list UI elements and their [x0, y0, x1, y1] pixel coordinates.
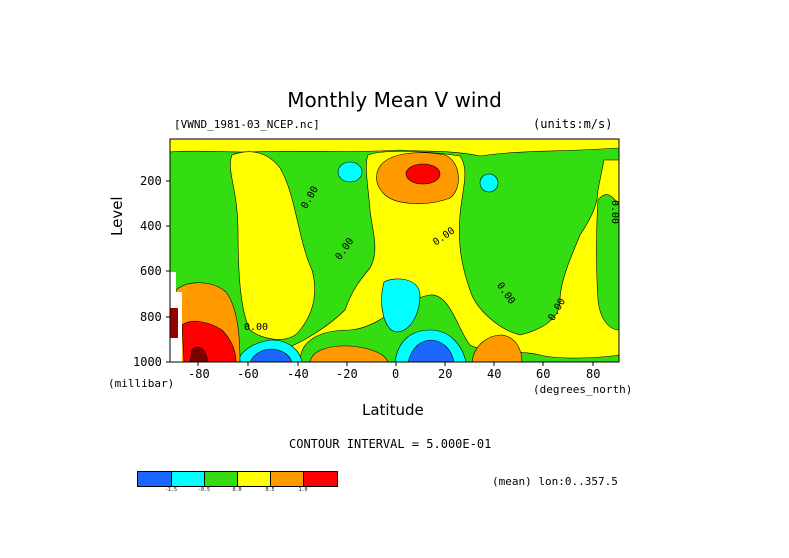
fill-yellow-top [170, 139, 619, 157]
x-tick-label: -40 [287, 367, 309, 381]
fill-cyan-upper-left [337, 161, 363, 183]
fill-cyan-upper-right [479, 173, 499, 193]
fill-cyan-mid [381, 278, 421, 333]
colorbar-tick: 1.0 [298, 487, 308, 493]
colorbar-swatch [171, 471, 206, 487]
contour-fills [170, 139, 619, 362]
colorbar-swatch [237, 471, 272, 487]
plot-frame [169, 138, 620, 363]
fill-red-jet [405, 163, 441, 185]
fill-yellow-center [170, 151, 619, 362]
axis-ticks [166, 180, 594, 366]
mean-longitude-note: (mean) lon:0..357.5 [492, 475, 618, 488]
x-tick-label: -20 [336, 367, 358, 381]
x-tick-label: 20 [438, 367, 453, 381]
colorbar-tick: 0.5 [265, 487, 275, 493]
y-tick-label: 200 [140, 174, 162, 188]
units-label: (units:m/s) [533, 117, 613, 131]
colorbar-tick: -1.5 [164, 487, 178, 493]
contour-label: 0.00 [609, 200, 620, 224]
fill-green-lower [299, 294, 619, 362]
x-tick-label: -60 [237, 367, 259, 381]
fill-dark-antarctic [189, 346, 209, 362]
fill-yellow-left [230, 151, 315, 340]
x-tick-label: 80 [586, 367, 601, 381]
colorbar-tick: 0.0 [232, 487, 242, 493]
y-tick-label: 400 [140, 219, 162, 233]
colorbar-swatch [137, 471, 173, 487]
x-axis-units: (degrees_north) [533, 383, 633, 396]
y-axis-units: (millibar) [108, 377, 175, 390]
contour-label: 0.00 [244, 322, 268, 333]
y-tick-label: 600 [140, 264, 162, 278]
y-tick-label: 1000 [133, 355, 162, 369]
x-tick-label: 0 [392, 367, 400, 381]
chart-title: Monthly Mean V wind [287, 88, 502, 112]
fill-blue-bottom-left [249, 348, 293, 362]
colorbar-swatch [204, 471, 239, 487]
colorbar-tick: -0.5 [197, 487, 211, 493]
x-axis-title: Latitude [362, 401, 424, 419]
fill-green-right [596, 194, 619, 331]
y-tick-label: 800 [140, 310, 162, 324]
contour-interval-text: CONTOUR INTERVAL = 5.000E-01 [289, 437, 492, 451]
x-tick-label: 60 [536, 367, 551, 381]
dataset-label: [VWND_1981-03_NCEP.nc] [174, 118, 320, 131]
fill-dark-red-strip [170, 308, 178, 338]
y-axis-title: Level [108, 196, 126, 236]
x-tick-label: 40 [487, 367, 502, 381]
colorbar-swatch [303, 471, 338, 487]
x-tick-label: -80 [188, 367, 210, 381]
fill-orange-bottom-mid [309, 345, 389, 362]
fill-blue-bottom-center [407, 339, 455, 362]
fill-orange-bottom-right [471, 334, 523, 362]
colorbar-swatch [270, 471, 305, 487]
